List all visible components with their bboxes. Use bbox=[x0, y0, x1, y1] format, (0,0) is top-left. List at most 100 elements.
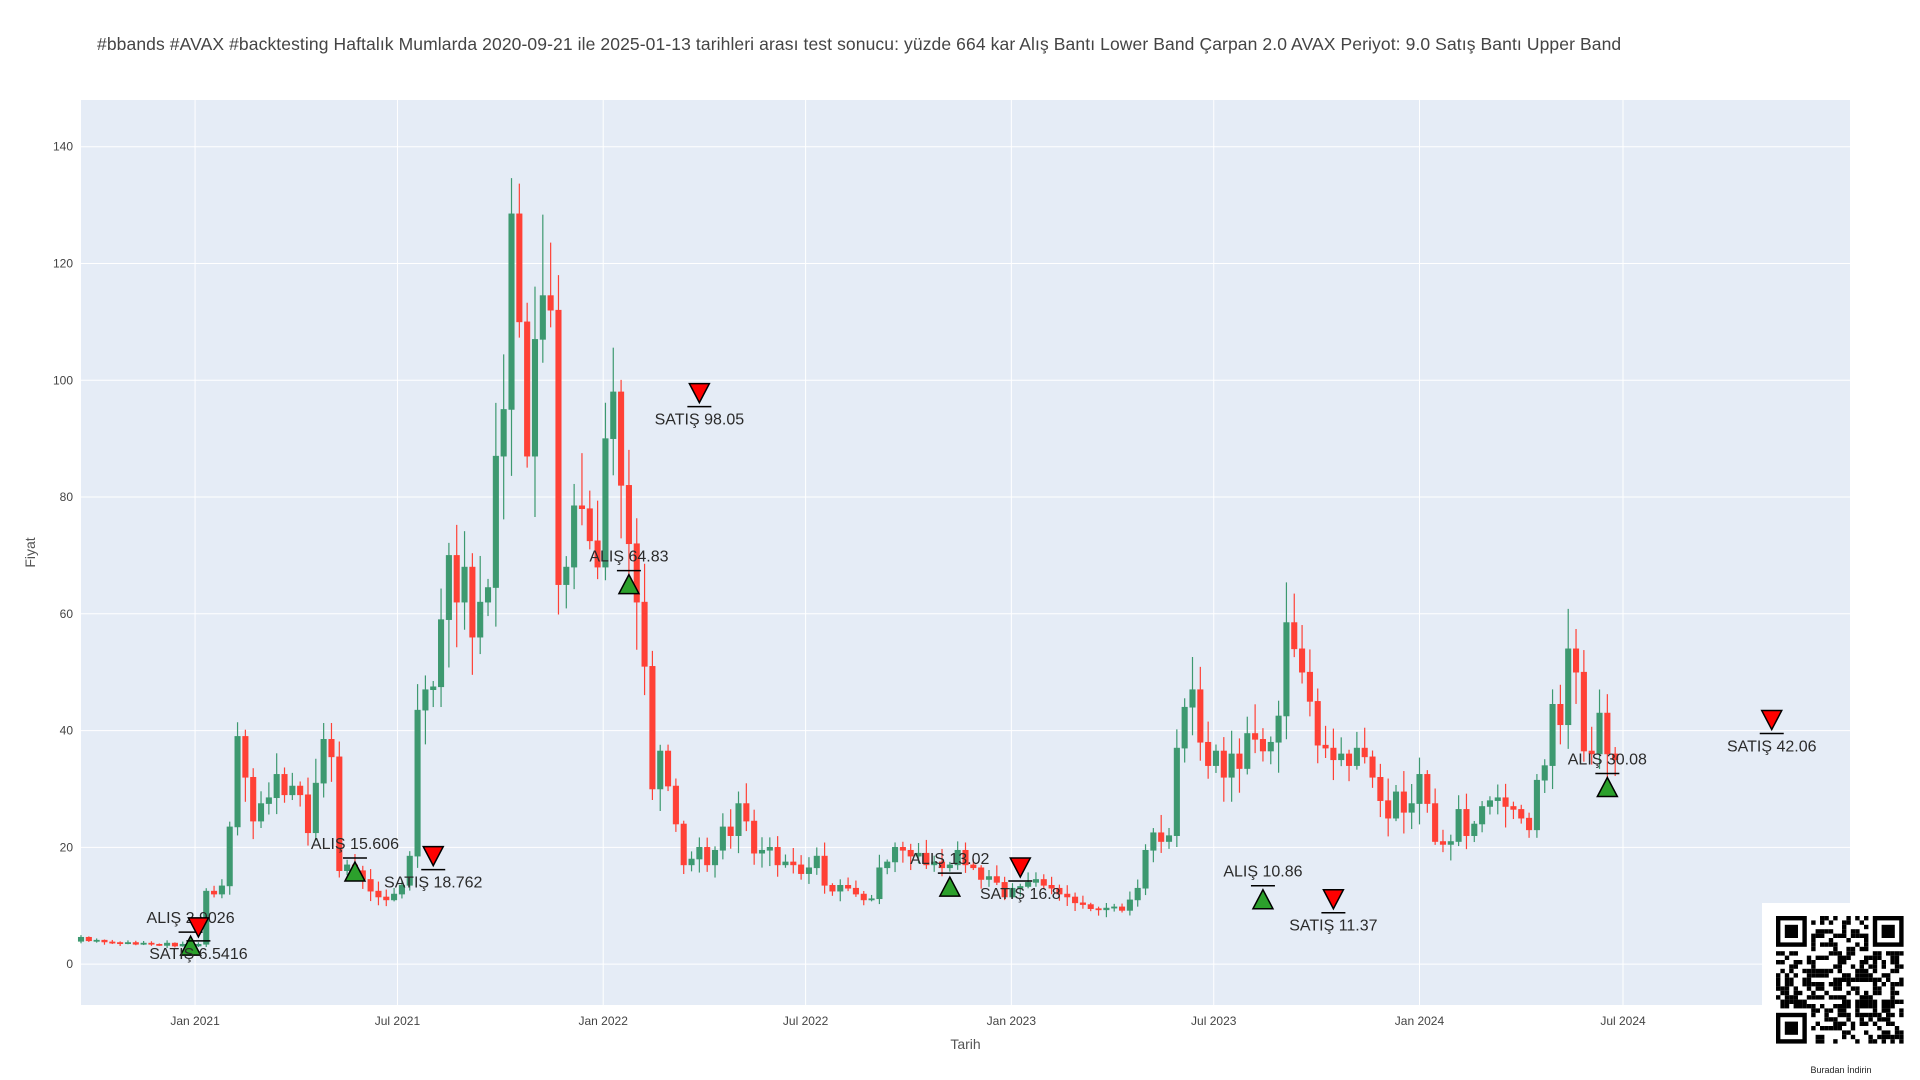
candle-body bbox=[1072, 896, 1079, 904]
candle bbox=[304, 777, 312, 846]
qr-module bbox=[1833, 1039, 1838, 1044]
candle-body bbox=[398, 885, 405, 895]
qr-module bbox=[1789, 982, 1794, 987]
candle bbox=[1494, 784, 1501, 815]
candle bbox=[375, 881, 382, 906]
candle-body bbox=[1283, 622, 1290, 717]
qr-module bbox=[1828, 920, 1834, 925]
qr-finder-center bbox=[1881, 924, 1895, 938]
y-tick-label: 140 bbox=[53, 140, 73, 154]
qr-module bbox=[1806, 982, 1812, 987]
up-triangle-icon bbox=[179, 934, 202, 956]
qr-module bbox=[1899, 1039, 1904, 1044]
candle bbox=[1275, 700, 1282, 773]
candle-body bbox=[1353, 747, 1360, 766]
qr-module bbox=[1864, 916, 1869, 921]
qr-module bbox=[1872, 977, 1878, 982]
qr-module bbox=[1855, 977, 1860, 982]
candle-body bbox=[985, 876, 993, 880]
qr-module bbox=[1789, 977, 1794, 982]
qr-module bbox=[1881, 960, 1886, 965]
qr-code[interactable] bbox=[1762, 903, 1920, 1080]
qr-module bbox=[1864, 999, 1869, 1004]
qr-module bbox=[1850, 977, 1856, 982]
down-triangle-icon bbox=[1760, 709, 1783, 732]
candle bbox=[1580, 650, 1587, 762]
qr-module bbox=[1828, 951, 1834, 956]
qr-module bbox=[1877, 951, 1882, 956]
candle-body bbox=[1494, 797, 1501, 801]
candle-body bbox=[845, 885, 852, 889]
candle-body bbox=[555, 309, 562, 585]
candle bbox=[845, 877, 852, 892]
y-tick-label: 20 bbox=[60, 840, 74, 854]
qr-module bbox=[1780, 1004, 1785, 1009]
candle-body bbox=[1252, 733, 1259, 740]
qr-module bbox=[1846, 990, 1851, 996]
qr-module bbox=[1881, 1034, 1886, 1040]
candle-body bbox=[1463, 809, 1470, 836]
qr-module bbox=[1833, 995, 1838, 1000]
qr-module bbox=[1846, 1004, 1851, 1009]
candle-body bbox=[453, 555, 460, 603]
candle-body bbox=[993, 876, 1000, 883]
qr-module bbox=[1828, 929, 1834, 934]
candle bbox=[93, 938, 100, 943]
qr-module bbox=[1806, 973, 1812, 978]
qr-finder-center bbox=[1784, 1021, 1798, 1035]
candle bbox=[453, 524, 460, 648]
candle-body bbox=[1557, 704, 1564, 726]
qr-module bbox=[1811, 1012, 1816, 1018]
qr-module bbox=[1846, 977, 1851, 982]
candle bbox=[524, 302, 531, 468]
candle bbox=[1510, 801, 1517, 820]
qr-module bbox=[1824, 968, 1829, 974]
candle-body bbox=[93, 939, 100, 942]
qr-module bbox=[1850, 951, 1856, 956]
qr-module bbox=[1833, 942, 1838, 947]
candle bbox=[1565, 608, 1572, 749]
qr-module bbox=[1877, 1026, 1882, 1031]
candle bbox=[164, 940, 171, 948]
candle bbox=[766, 837, 773, 867]
qr-module bbox=[1850, 933, 1856, 938]
candle bbox=[1095, 906, 1102, 916]
candle-body bbox=[1048, 885, 1055, 889]
qr-module bbox=[1842, 933, 1847, 938]
candle-body bbox=[265, 797, 272, 804]
candle-body bbox=[281, 774, 288, 796]
candle-body bbox=[727, 826, 734, 836]
candle bbox=[383, 889, 390, 907]
y-tick-label: 40 bbox=[60, 724, 74, 738]
qr-module bbox=[1837, 955, 1842, 960]
sell-marker: SATIŞ 11.37 bbox=[1289, 888, 1378, 935]
qr-module bbox=[1793, 995, 1798, 1000]
candle-body bbox=[1322, 744, 1329, 749]
candle-body bbox=[1377, 776, 1384, 801]
qr-module bbox=[1815, 929, 1820, 934]
candle-body bbox=[156, 943, 163, 946]
qr-module bbox=[1833, 1017, 1838, 1022]
qr-module bbox=[1886, 1004, 1891, 1009]
qr-module bbox=[1837, 1012, 1842, 1018]
candle bbox=[555, 275, 562, 615]
qr-module bbox=[1784, 955, 1790, 960]
candle-body bbox=[1502, 797, 1509, 807]
qr-module bbox=[1824, 942, 1829, 947]
x-tick-label: Jan 2021 bbox=[170, 1014, 220, 1028]
qr-module bbox=[1780, 986, 1785, 991]
qr-module bbox=[1859, 977, 1864, 982]
candle bbox=[1173, 729, 1180, 847]
trade-label: SATIŞ 16.8 bbox=[980, 886, 1061, 903]
qr-module bbox=[1811, 938, 1816, 943]
candle-body bbox=[1439, 841, 1447, 845]
qr-module bbox=[1877, 955, 1882, 960]
candle bbox=[1385, 778, 1392, 837]
qr-module bbox=[1859, 1012, 1864, 1018]
candle-body bbox=[852, 887, 859, 895]
buy-marker: ALIŞ 10.86 bbox=[1223, 864, 1303, 910]
qr-module bbox=[1776, 995, 1781, 1000]
candle bbox=[954, 841, 961, 870]
qr-module bbox=[1828, 942, 1834, 947]
candle-body bbox=[124, 942, 132, 945]
